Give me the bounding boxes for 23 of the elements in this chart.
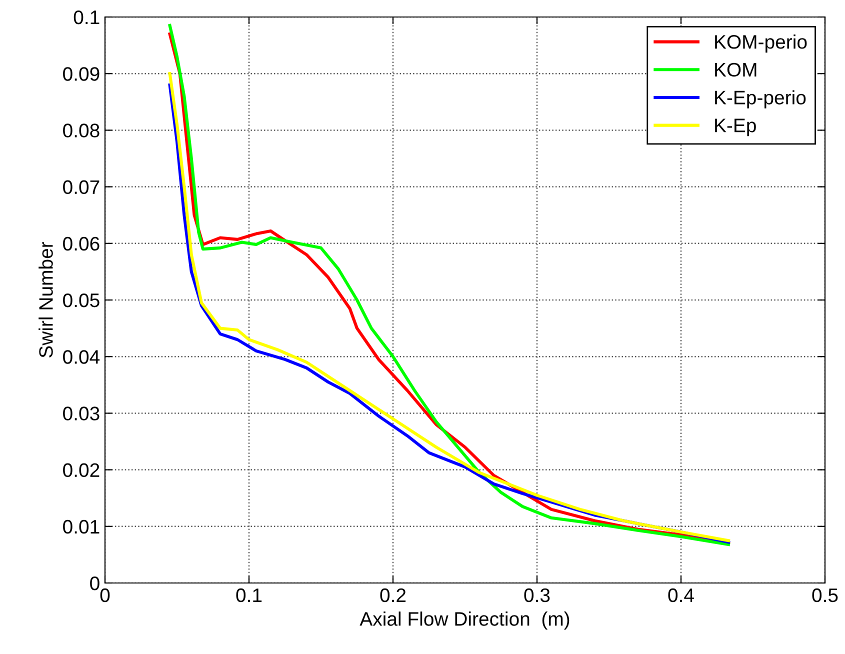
x-tick-label: 0.5 (812, 588, 838, 602)
legend-label: K-Ep-perio (715, 90, 806, 108)
x-axis-title: Axial Flow Direction (m) (360, 612, 570, 630)
legend-label: KOM (715, 62, 756, 77)
y-tick-label: 0.03 (63, 406, 100, 420)
y-tick-label: 0.01 (63, 520, 100, 534)
legend-label: KOM-perio (715, 34, 807, 53)
x-tick-label: 0.1 (236, 588, 262, 602)
y-tick-label: 0.07 (63, 180, 100, 194)
y-tick-label: 0 (90, 576, 100, 590)
y-tick-label: 0.08 (63, 124, 100, 138)
y-tick-label: 0.1 (74, 10, 100, 24)
y-axis-title: Swirl Number (38, 242, 53, 358)
legend-label: K-Ep (715, 118, 756, 136)
x-tick-label: 0.3 (524, 588, 550, 602)
y-tick-label: 0.02 (63, 463, 100, 478)
y-tick-label: 0.04 (63, 350, 100, 364)
x-tick-label: 0.4 (668, 588, 694, 602)
y-tick-label: 0.05 (63, 293, 100, 308)
y-tick-label: 0.06 (63, 236, 100, 251)
y-tick-label: 0.09 (63, 67, 100, 81)
x-tick-label: 0.2 (380, 588, 406, 602)
x-tick-label: 0 (100, 588, 110, 602)
